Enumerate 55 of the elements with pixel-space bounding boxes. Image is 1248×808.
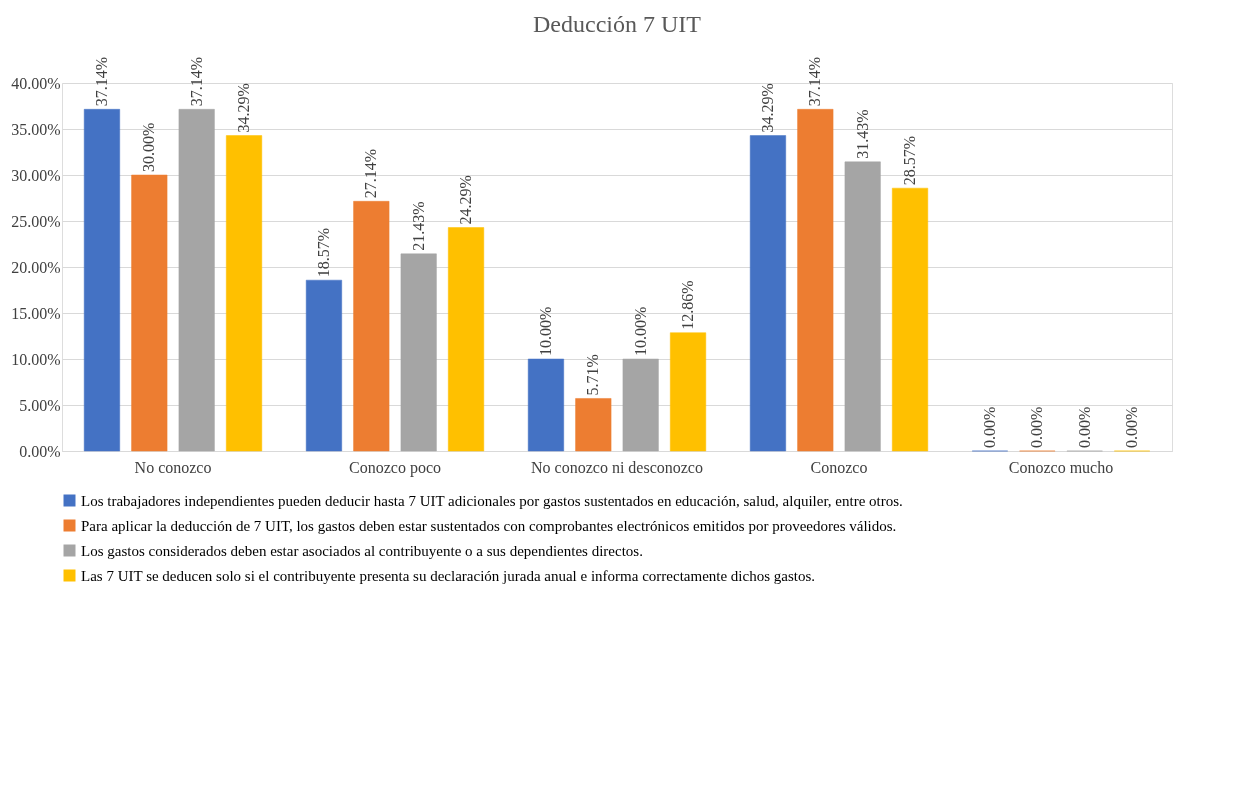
- y-tick-label: 15.00%: [11, 304, 61, 322]
- bar: [448, 227, 485, 452]
- chart-title: Deducción 7 UIT: [533, 10, 702, 37]
- bar: [305, 279, 342, 452]
- x-tick-label: Conozco poco: [349, 458, 441, 477]
- bar: [797, 109, 834, 452]
- data-label: 34.29%: [758, 83, 776, 133]
- data-label: 0.00%: [1028, 406, 1046, 448]
- data-label: 34.29%: [235, 83, 253, 133]
- data-label: 28.57%: [901, 135, 919, 186]
- data-label: 10.00%: [631, 306, 649, 356]
- legend-label: Las 7 UIT se deducen solo si el contribuyente presenta su declaración jurada anual e informa correctamente dichos gastos.: [81, 567, 816, 584]
- data-label: 27.14%: [362, 148, 380, 199]
- data-label: 0.00%: [980, 406, 998, 448]
- data-label: 0.00%: [1123, 406, 1141, 448]
- y-tick-label: 35.00%: [11, 120, 61, 138]
- data-label: 24.29%: [457, 175, 475, 225]
- bar: [400, 253, 437, 452]
- bar: [83, 109, 120, 452]
- x-tick-label: Conozco: [810, 458, 868, 476]
- y-tick-label: 25.00%: [11, 212, 61, 230]
- bar: [749, 135, 786, 452]
- y-tick-label: 5.00%: [19, 396, 61, 414]
- data-label: 21.43%: [409, 201, 427, 251]
- y-tick-label: 20.00%: [11, 258, 61, 276]
- data-label: 37.14%: [92, 56, 110, 107]
- bar: [226, 135, 263, 452]
- data-label: 18.57%: [314, 227, 332, 278]
- data-label: 37.14%: [187, 56, 205, 107]
- data-label: 12.86%: [679, 280, 697, 330]
- data-label: 0.00%: [1075, 406, 1093, 448]
- y-tick-label: 0.00%: [19, 442, 61, 460]
- bar: [527, 358, 564, 452]
- legend-label: Para aplicar la deducción de 7 UIT, los gastos deben estar sustentados con comprobantes electrónicos emitidos por proveedores válidos.: [81, 517, 897, 534]
- bar: [178, 109, 215, 452]
- x-tick-label: Conozco mucho: [1008, 458, 1114, 476]
- bar: [622, 358, 659, 452]
- x-tick-label: No conozco ni desconozco: [531, 458, 703, 476]
- legend-label: Los trabajadores independientes pueden deducir hasta 7 UIT adicionales por gastos sustentados en educación, salud, alquiler, entre otros.: [81, 492, 903, 509]
- y-tick-label: 30.00%: [11, 166, 61, 184]
- bar: [353, 201, 390, 452]
- data-label: 31.43%: [853, 109, 871, 159]
- y-tick-label: 40.00%: [11, 74, 61, 92]
- bar: [844, 161, 881, 452]
- bar: [892, 187, 929, 452]
- data-label: 37.14%: [806, 56, 824, 107]
- y-tick-label: 10.00%: [11, 350, 61, 368]
- legend-label: Los gastos considerados deben estar asociados al contribuyente o a sus dependientes directos.: [81, 542, 643, 559]
- data-label: 5.71%: [584, 354, 602, 396]
- data-label: 30.00%: [140, 122, 158, 172]
- bar: [670, 332, 707, 452]
- bar: [131, 174, 168, 452]
- bar: [575, 398, 612, 452]
- x-tick-label: No conozco: [134, 458, 212, 476]
- data-label: 10.00%: [536, 306, 554, 356]
